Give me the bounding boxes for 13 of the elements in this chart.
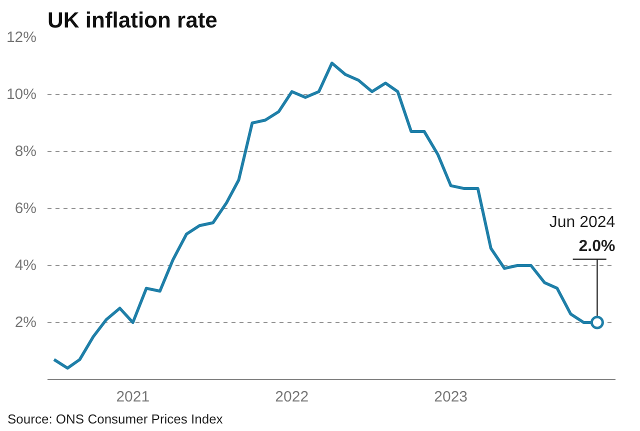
y-tick-label: 6% <box>14 200 37 217</box>
x-tick-label: 2022 <box>275 388 309 406</box>
y-tick-label: 10% <box>6 86 37 103</box>
y-tick-label: 2% <box>14 314 37 331</box>
chart-title: UK inflation rate <box>48 8 218 32</box>
x-tick-label: 2023 <box>434 388 468 406</box>
y-tick-label: 12% <box>6 29 37 46</box>
annotation: Jun 2024 <box>549 214 616 232</box>
source-note: Source: ONS Consumer Prices Index <box>8 412 224 426</box>
y-tick-label: 4% <box>14 257 37 274</box>
annotation: 2.0% <box>578 238 616 256</box>
y-tick-label: 8% <box>14 143 37 160</box>
x-tick-label: 2021 <box>116 388 150 406</box>
